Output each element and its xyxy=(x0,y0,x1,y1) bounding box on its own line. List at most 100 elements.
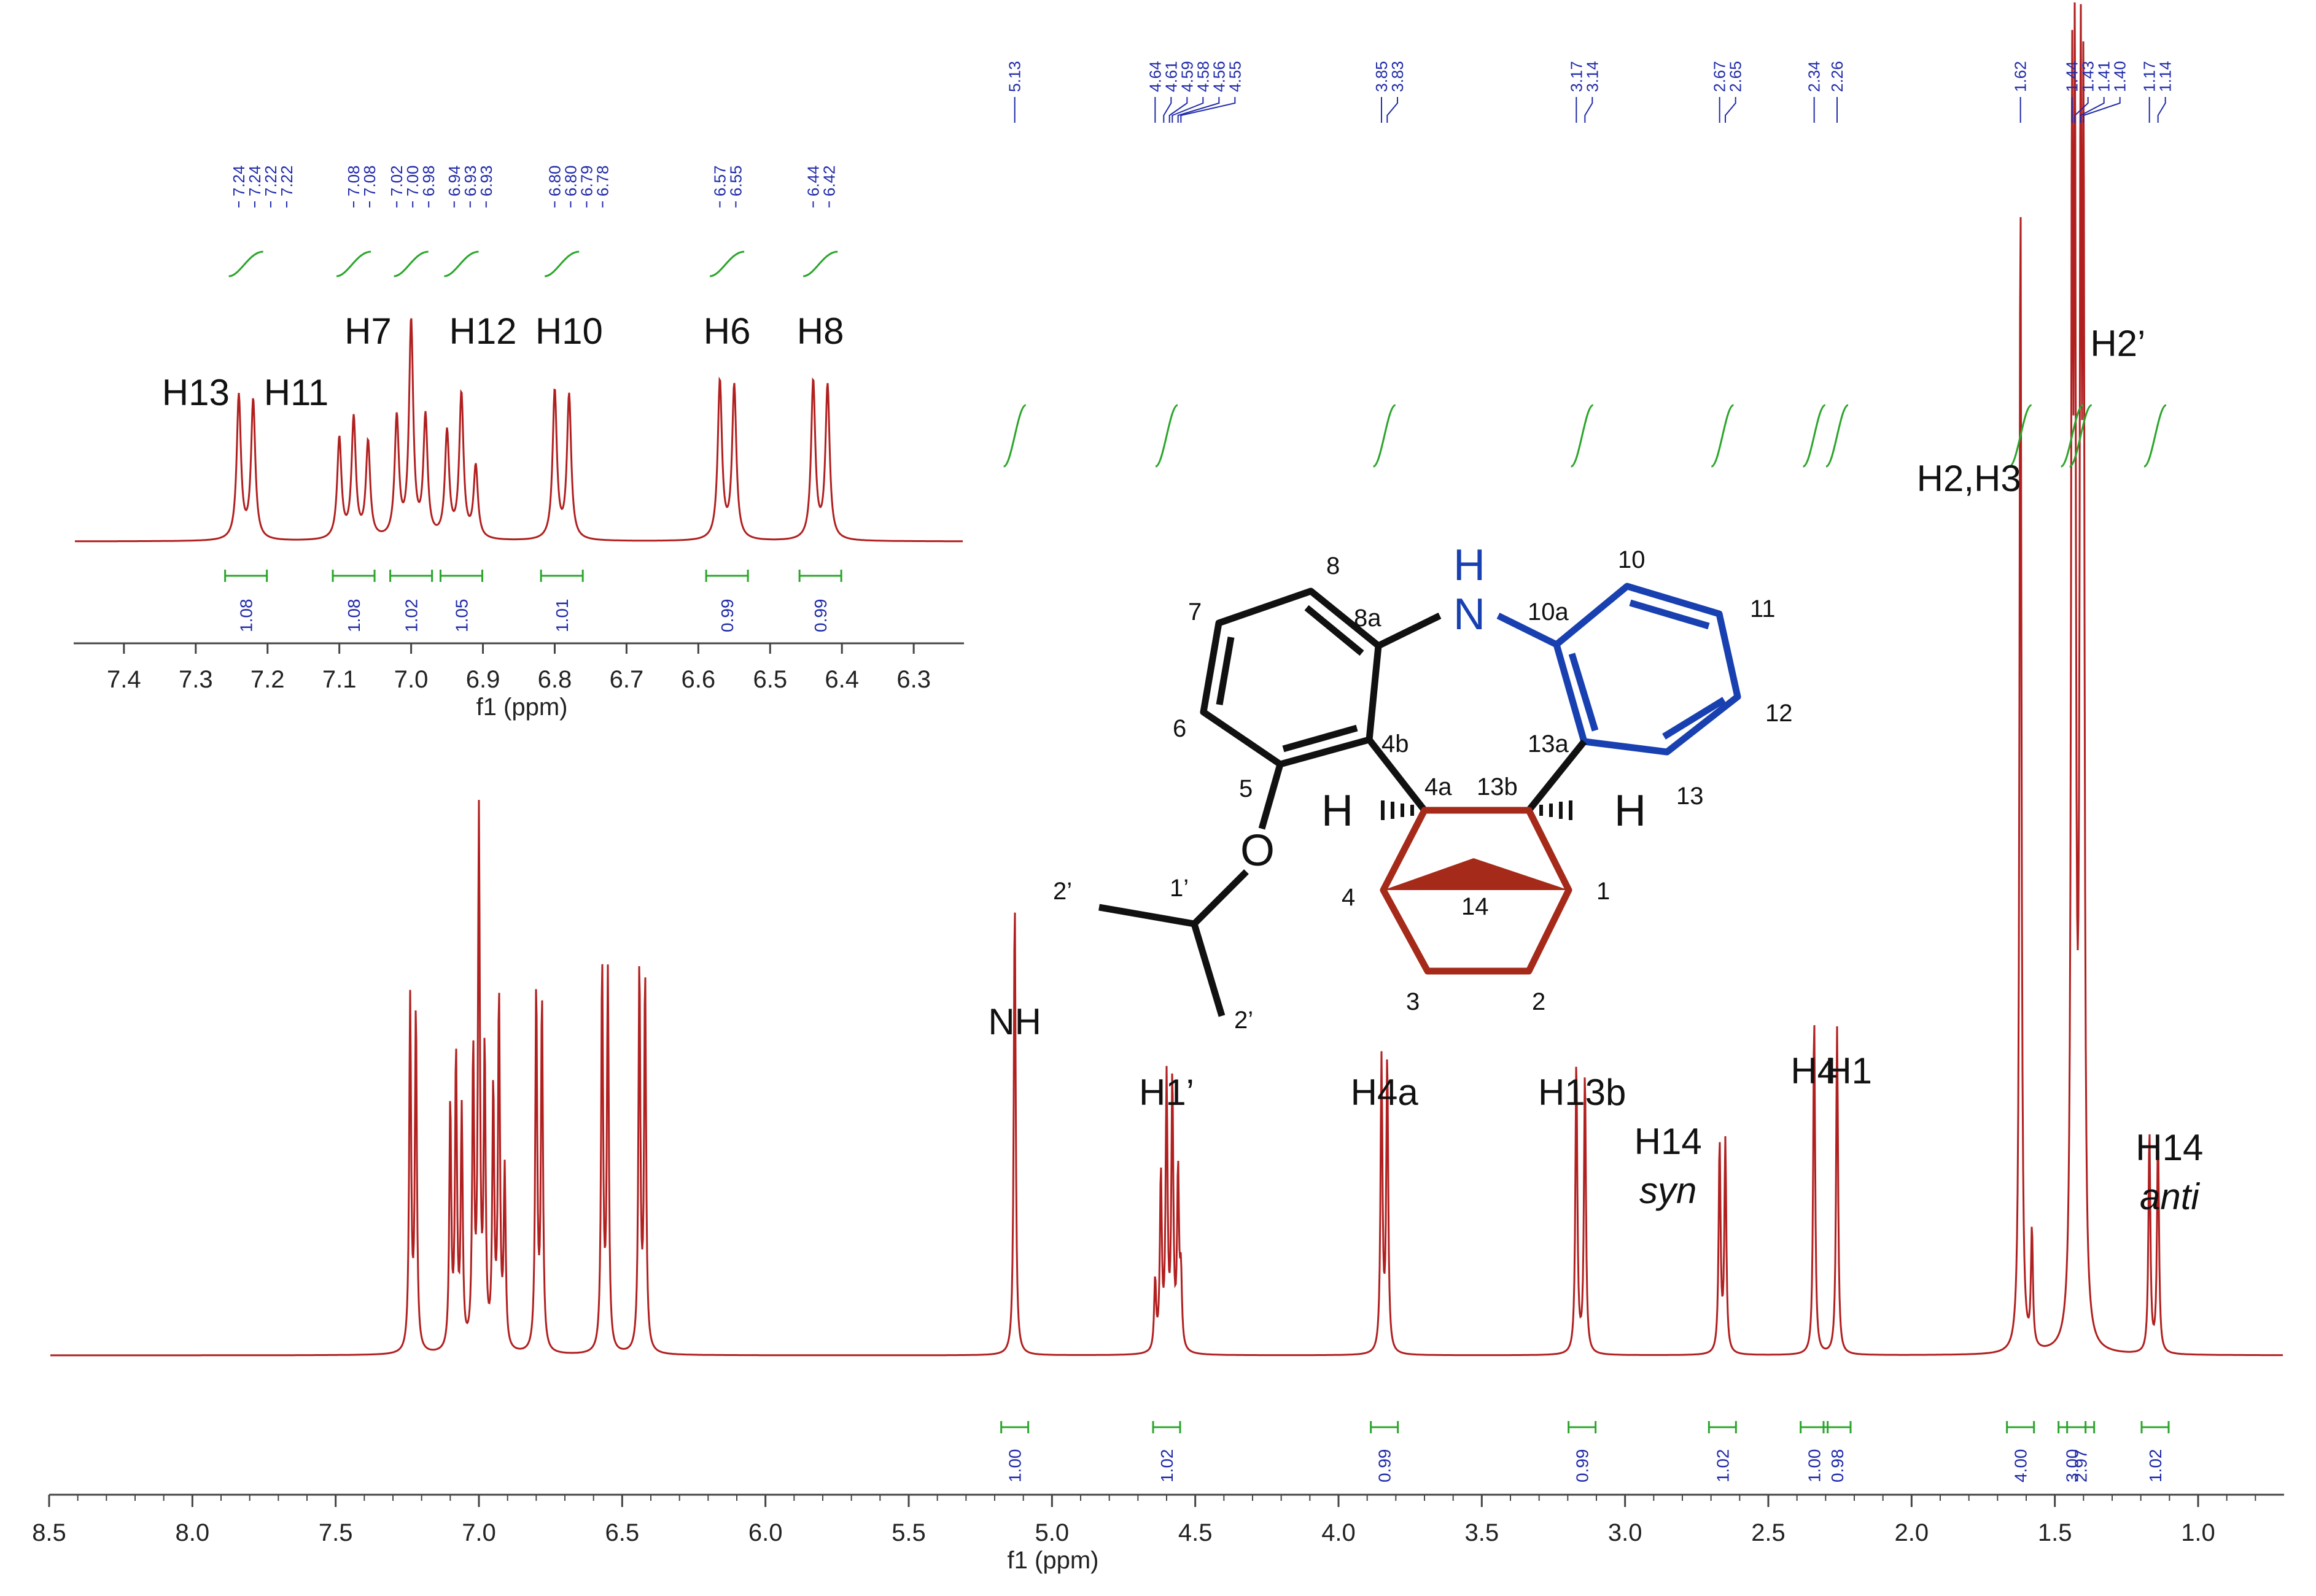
main-shift-connector xyxy=(1168,97,1188,123)
main-integral-value: 1.00 xyxy=(1006,1449,1025,1483)
main-shift-label: 1.44 xyxy=(2063,61,2081,92)
main-shift-label: 1.62 xyxy=(2011,61,2030,92)
locant-5: 5 xyxy=(1239,775,1253,802)
inset-x-tick-label: 7.0 xyxy=(394,666,429,693)
main-integral-curve xyxy=(2060,404,2084,468)
main-shift-label: 2.65 xyxy=(1727,61,1745,92)
locant-13b: 13b xyxy=(1477,773,1518,800)
inset-x-tick-label: 6.9 xyxy=(466,666,500,693)
inset-integral-curve xyxy=(544,250,580,277)
main-shift-label: 3.83 xyxy=(1388,61,1407,92)
inset-x-tick-label: 6.7 xyxy=(610,666,644,693)
hashed-bond-4a xyxy=(1381,800,1414,820)
locant-2-prime-a: 2’ xyxy=(1053,878,1072,905)
main-integral-value: 0.99 xyxy=(1573,1449,1592,1483)
main-x-tick-label: 2.0 xyxy=(1895,1519,1929,1546)
main-peak-label: NH xyxy=(988,1001,1041,1042)
main-shift-connector xyxy=(1386,97,1398,123)
main-shift-label: 4.61 xyxy=(1162,61,1180,92)
main-x-tick-label: 3.5 xyxy=(1465,1519,1499,1546)
inset-x-tick-label: 6.4 xyxy=(825,666,859,693)
inset-peak-label: H12 xyxy=(449,311,516,352)
inset-shift-label: 6.42 xyxy=(820,165,838,196)
inset-shift-label: 6.93 xyxy=(477,165,495,196)
main-integral-value: 3.00 xyxy=(2063,1449,2082,1483)
main-peak-label: H2,H3 xyxy=(1917,458,2021,499)
main-shift-connector xyxy=(1163,97,1172,123)
main-shift-label: 3.17 xyxy=(1567,61,1585,92)
main-integral-curve xyxy=(2069,404,2093,468)
main-shift-label: 1.40 xyxy=(2111,61,2129,92)
inset-shift-label: 6.93 xyxy=(461,165,480,196)
main-integral-value: 0.98 xyxy=(1828,1449,1847,1483)
main-integral-value: 1.00 xyxy=(1805,1449,1824,1483)
inset-x-tick-label: 7.3 xyxy=(179,666,213,693)
main-integral-value: 0.99 xyxy=(1375,1449,1394,1483)
inset-shift-label: 6.44 xyxy=(804,165,822,196)
locant-12: 12 xyxy=(1765,700,1793,727)
left-benzene-ring xyxy=(1200,587,1382,768)
main-x-tick-label: 3.0 xyxy=(1608,1519,1642,1546)
inset-peak-label: H11 xyxy=(264,372,329,413)
inset-x-axis-label: f1 (ppm) xyxy=(476,694,568,721)
inset-shift-label: 6.80 xyxy=(561,165,580,196)
main-shift-connector xyxy=(1725,97,1736,123)
main-shift-label: 4.56 xyxy=(1210,61,1228,92)
main-shift-label: 5.13 xyxy=(1006,61,1024,92)
main-x-axis-label: f1 (ppm) xyxy=(1008,1547,1099,1574)
inset-x-tick-label: 6.5 xyxy=(753,666,787,693)
main-shift-label: 2.34 xyxy=(1805,61,1824,92)
inset-x-tick-label: 6.8 xyxy=(538,666,572,693)
main-shift-label: 2.26 xyxy=(1828,61,1846,92)
main-integral-curve xyxy=(1711,404,1735,468)
inset-integral-value: 1.02 xyxy=(402,599,421,633)
atom-h-4a: H xyxy=(1321,786,1353,835)
main-shift-label: 4.59 xyxy=(1178,61,1196,92)
locant-4: 4 xyxy=(1342,884,1355,911)
main-peak-label: H1’ xyxy=(1139,1072,1194,1113)
inset-peak-label: H13 xyxy=(162,372,230,413)
inset-integral-value: 1.08 xyxy=(237,599,256,633)
main-peak-label: H14 xyxy=(1634,1121,1702,1162)
inset-integral-curve xyxy=(802,250,838,277)
main-integral-curve xyxy=(1003,404,1027,468)
main-x-tick-label: 7.5 xyxy=(319,1519,353,1546)
main-shift-label: 3.85 xyxy=(1372,61,1391,92)
main-shift-connector xyxy=(1172,97,1204,123)
inset-shift-label: 7.08 xyxy=(360,165,379,196)
inset-x-tick-label: 7.4 xyxy=(107,666,141,693)
inset-integral-value: 0.99 xyxy=(811,599,830,633)
inset-integral-value: 1.05 xyxy=(452,599,471,633)
main-peak-label: H13b xyxy=(1538,1072,1626,1113)
inset-shift-label: 6.98 xyxy=(419,165,438,196)
inset-integrals: 1.08 1.08 1.02 1.05 1.01 0.99 0.99 xyxy=(224,250,842,633)
bond-13a-13b xyxy=(1526,739,1587,813)
main-x-tick-label: 1.0 xyxy=(2181,1519,2215,1546)
main-peak-label-sub: anti xyxy=(2140,1176,2200,1217)
norbornane-cage xyxy=(1380,807,1572,975)
locant-1-prime: 1’ xyxy=(1170,875,1189,902)
inset-shift-label: 7.22 xyxy=(278,165,296,196)
locant-7: 7 xyxy=(1188,598,1202,626)
main-integral-curve xyxy=(1155,404,1178,468)
main-shift-connector xyxy=(2157,97,2166,123)
main-integrals: 1.00 1.02 0.99 0.99 1.02 1.00 0.98 4.00 3.002.97… xyxy=(1000,404,2170,1483)
main-shift-label: 2.67 xyxy=(1711,61,1729,92)
main-shift-connector xyxy=(2080,97,2105,123)
inset-shift-label: 7.24 xyxy=(230,165,248,196)
main-peak-label: H1 xyxy=(1825,1050,1872,1091)
bond-8a-N xyxy=(1377,613,1442,649)
locant-11: 11 xyxy=(1750,595,1776,622)
locant-13a: 13a xyxy=(1528,730,1569,757)
inset-integral-curve xyxy=(444,250,479,277)
main-x-tick-label: 4.5 xyxy=(1178,1519,1213,1546)
inset-shift-label: 7.24 xyxy=(246,165,264,196)
main-shift-label: 1.43 xyxy=(2079,61,2097,92)
inset-spectrum: 7.4 7.3 7.2 7.1 7.0 6.9 6.8 6.7 6.6 6.5 6.4 6.3 f1 … xyxy=(74,250,964,721)
locant-10: 10 xyxy=(1618,546,1646,573)
locant-4b: 4b xyxy=(1381,730,1409,757)
molecule-structure: N H O H H 8 7 6 5 8a 4b 4a 13b 13a 10a 1… xyxy=(1053,541,1793,1034)
inset-peak-labels: H13 H11 H7 H12 H10 H6 H8 xyxy=(162,311,844,413)
main-integral-value: 1.02 xyxy=(1157,1449,1176,1483)
inset-integral-value: 1.01 xyxy=(553,599,572,633)
